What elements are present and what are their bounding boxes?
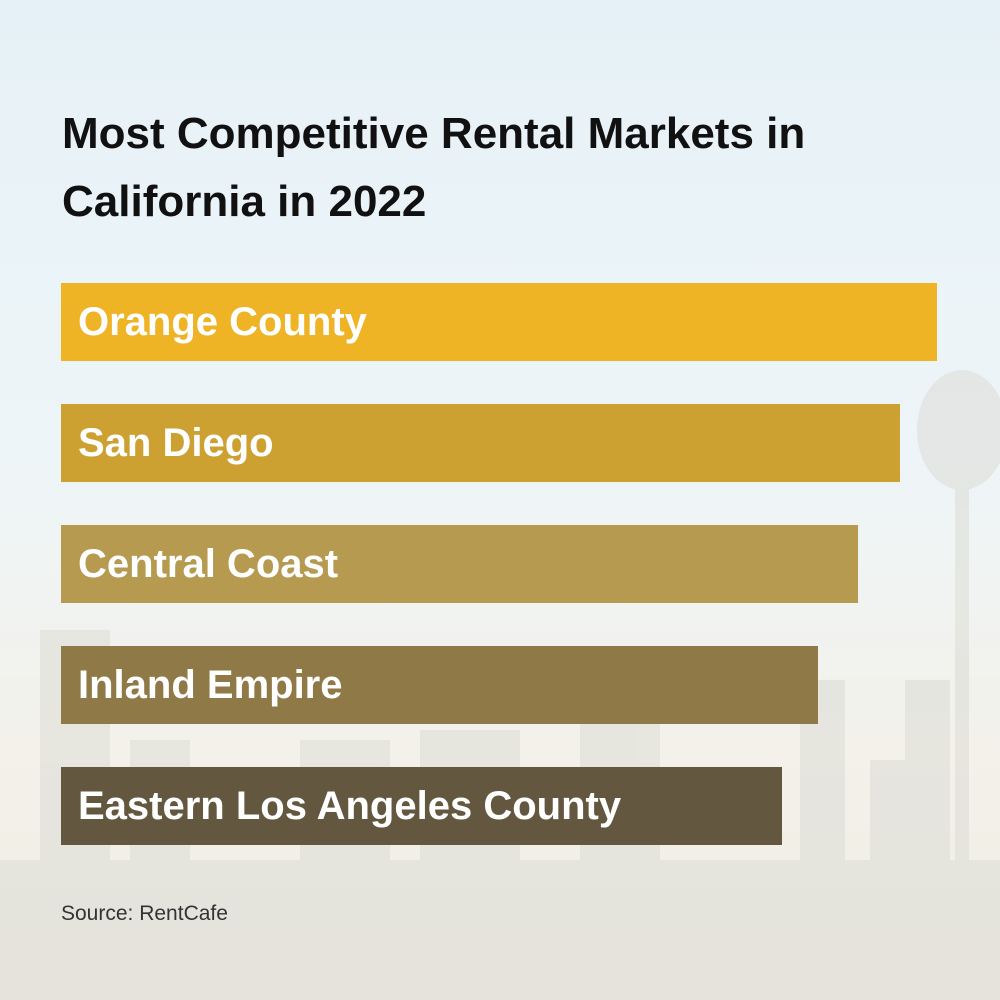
bar: Inland Empire [61, 646, 818, 724]
bar: Eastern Los Angeles County [61, 767, 782, 845]
bar: San Diego [61, 404, 900, 482]
chart-title: Most Competitive Rental Markets in Calif… [62, 109, 806, 226]
bar: Central Coast [61, 525, 858, 603]
bar: Orange County [61, 283, 937, 361]
source-note: Source: RentCafe [61, 902, 228, 925]
